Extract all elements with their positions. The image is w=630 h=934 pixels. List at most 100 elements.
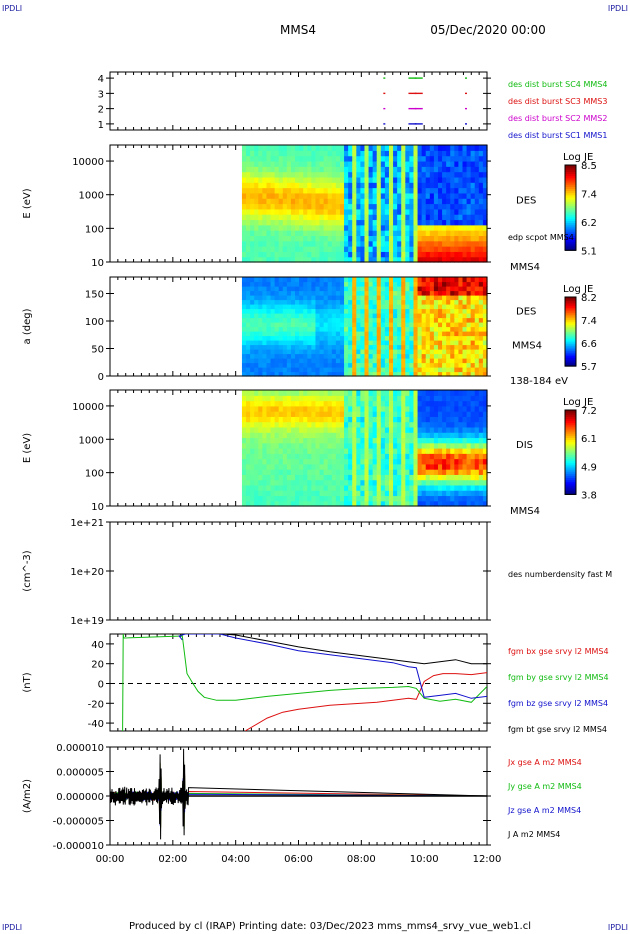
heatmap-cell (241, 421, 247, 428)
heatmap-cell (315, 277, 321, 283)
heatmap-cell (364, 405, 370, 412)
heatmap-cell (421, 208, 427, 215)
heatmap-cell (397, 371, 402, 377)
heatmap-cell (482, 203, 488, 210)
heatmap-cell (262, 155, 268, 162)
heatmap-cell (446, 304, 451, 310)
heatmap-cell (254, 295, 259, 301)
heatmap-cell (274, 371, 280, 377)
heatmap-cell (437, 299, 443, 305)
heatmap-cell (454, 166, 460, 173)
heatmap-cell (425, 224, 431, 231)
heatmap-cell (331, 500, 337, 507)
heatmap-cell (250, 286, 255, 292)
heatmap-cell (405, 390, 411, 396)
heatmap-cell (282, 349, 288, 355)
heatmap-cell (397, 290, 402, 296)
heatmap-cell (262, 490, 268, 497)
heatmap-cell (421, 416, 427, 423)
heatmap-cell (295, 395, 300, 402)
y-tick-label: -0.000005 (53, 817, 104, 828)
heatmap-cell (384, 405, 390, 412)
heatmap-cells (241, 390, 488, 507)
heatmap-cell (388, 490, 394, 497)
heatmap-cell (290, 208, 296, 215)
heatmap-cell (450, 308, 455, 314)
heatmap-cell (319, 224, 325, 231)
heatmap-cell (433, 171, 439, 178)
heatmap-cell (450, 349, 455, 355)
heatmap-cell (474, 198, 480, 205)
heatmap-cell (278, 290, 284, 296)
heatmap-cell (429, 251, 435, 258)
heatmap-cell (474, 286, 480, 292)
heatmap-cell (446, 150, 451, 157)
heatmap-cell (315, 353, 321, 359)
heatmap-cell (401, 362, 406, 368)
heatmap-cell (319, 490, 325, 497)
heatmap-cell (425, 322, 431, 328)
heatmap-cell (442, 187, 447, 194)
heatmap-cell (327, 295, 333, 301)
heatmap-cell (482, 313, 488, 319)
heatmap-cell (323, 150, 329, 157)
heatmap-cell (380, 367, 386, 373)
heatmap-cell (246, 251, 251, 258)
panel-bottom-label: MMS4 (510, 262, 540, 273)
heatmap-cell (274, 240, 280, 247)
heatmap-cell (360, 453, 366, 460)
heatmap-cell (446, 171, 451, 178)
heatmap-cell (450, 145, 455, 151)
heatmap-cell (470, 500, 476, 507)
heatmap-cell (458, 426, 464, 433)
heatmap-cell (450, 371, 455, 377)
heatmap-cell (323, 395, 329, 402)
colorbar-segment (565, 203, 576, 207)
heatmap-cell (311, 281, 317, 287)
heatmap-cell (299, 160, 304, 167)
heatmap-cell (254, 313, 259, 319)
heatmap-cell (454, 400, 460, 407)
heatmap-cell (450, 453, 455, 460)
colorbar-segment (565, 194, 576, 198)
heatmap-cell (421, 358, 427, 364)
heatmap-cell (339, 295, 345, 301)
heatmap-cell (360, 484, 366, 491)
heatmap-cell (388, 453, 394, 460)
heatmap-cell (360, 317, 366, 323)
heatmap-cell (246, 442, 251, 449)
heatmap-cell (278, 411, 284, 417)
heatmap-cell (331, 313, 337, 319)
heatmap-cell (286, 353, 292, 359)
heatmap-cell (286, 145, 292, 151)
heatmap-cell (241, 176, 247, 183)
heatmap-cell (421, 256, 427, 263)
heatmap-cell (274, 145, 280, 151)
heatmap-cell (462, 192, 468, 199)
heatmap-cell (266, 145, 272, 151)
heatmap-cell (442, 335, 447, 341)
heatmap-cell (299, 344, 304, 350)
heatmap-cell (433, 362, 439, 368)
heatmap-cell (474, 295, 480, 301)
heatmap-cell (331, 490, 337, 497)
heatmap-cell (437, 308, 443, 314)
heatmap-cell (442, 344, 447, 350)
heatmap-cell (458, 150, 464, 157)
heatmap-cell (384, 286, 390, 292)
heatmap-cell (482, 166, 488, 173)
heatmap-cell (397, 198, 402, 205)
heatmap-cell (372, 340, 378, 346)
heatmap-cell (266, 317, 272, 323)
heatmap-cell (278, 421, 284, 428)
heatmap-cell (348, 198, 353, 205)
heatmap-cell (319, 208, 325, 215)
heatmap-cell (270, 203, 276, 210)
heatmap-cell (250, 313, 255, 319)
heatmap-cell (315, 256, 321, 263)
heatmap-cell (327, 400, 333, 407)
heatmap-cell (299, 490, 304, 497)
heatmap-cell (405, 281, 411, 287)
heatmap-cell (442, 349, 447, 355)
heatmap-cell (266, 411, 272, 417)
